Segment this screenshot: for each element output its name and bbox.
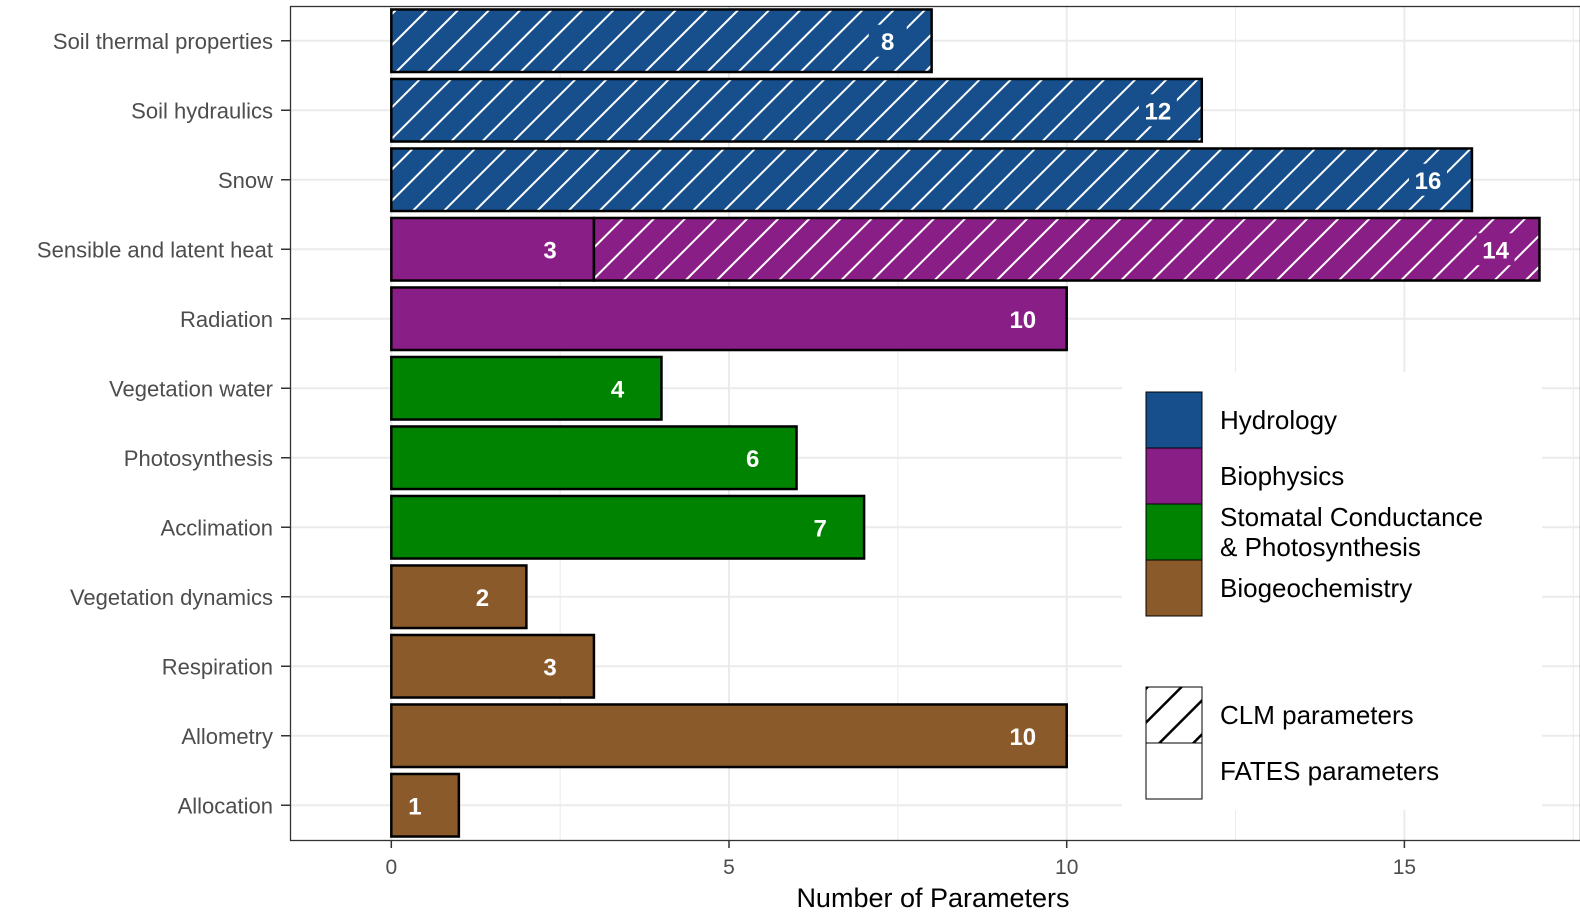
bar-value-label: 3 [543,654,556,681]
bar-hatch [391,78,1202,142]
category-label: Allocation [178,793,273,818]
category-label: Sensible and latent heat [37,237,273,262]
bar-value-label: 4 [611,376,625,403]
legend-swatch [1145,391,1203,449]
category-label: Snow [218,168,273,193]
bar-label-bg [1409,163,1448,196]
bar-outline [390,494,866,560]
category-label: Vegetation water [109,376,273,401]
bars: 8 12 16 3 14 10 4 6 7 2 3 10 1 [390,8,1541,838]
bar-outline [390,425,798,491]
bar-value-label: 14 [1482,237,1509,264]
legend-label: Biophysics [1220,461,1344,491]
legend: Hydrology Biophysics Stomatal Conductance &… [1122,372,1542,810]
bar-outline [390,8,933,74]
legend-swatch [1145,503,1203,561]
category-label: Photosynthesis [124,446,273,471]
bar-segment [391,565,527,629]
bar-segment [391,426,797,490]
bar-value-label: 1 [408,793,421,820]
bar-hatch [391,148,1472,212]
bar-value-label: 10 [1009,307,1036,334]
bar-value-label: 8 [881,29,894,56]
bar-outline [390,703,1068,769]
bar-segment [391,634,594,698]
bar-label-bg [1138,94,1177,127]
bar-label-bg [1476,233,1515,266]
bar-value-label: 3 [543,237,556,264]
bar-value-label: 12 [1145,98,1172,125]
bar-value-label: 7 [814,515,827,542]
bar-outline [390,286,1068,352]
bar-outline [390,147,1474,213]
category-label: Allometry [181,724,273,749]
x-axis: 0 5 10 15 [385,840,1416,879]
bar-outline [390,355,663,421]
bar-outline [390,772,461,838]
bar-segment [391,287,1067,351]
category-label: Respiration [162,654,273,679]
bar-outline [390,633,596,699]
bar-segment [391,704,1067,768]
legend-label: Biogeochemistry [1220,573,1412,603]
category-label: Soil hydraulics [131,98,273,123]
legend-pattern-outline [1145,742,1203,800]
bar-hatch [593,217,1540,281]
bar-hatch [391,9,932,73]
bar-segment [391,495,865,559]
legend-pattern-swatch [1146,743,1202,799]
bar-outline [390,564,528,630]
x-tick-label: 15 [1393,856,1416,879]
x-tick-label: 0 [385,856,397,879]
x-axis-title: Number of Parameters [796,883,1069,913]
bar-label-bg [868,24,907,57]
bar-value-label: 10 [1009,724,1036,751]
bar-segment [391,356,662,420]
bar-segment [391,773,459,837]
category-label: Radiation [180,307,273,332]
bar-outline [390,77,1204,143]
bar-value-label: 16 [1415,168,1442,195]
plot-panel-border [289,5,1580,842]
x-tick-label: 5 [723,856,735,879]
bar-segment [391,217,594,281]
category-label: Vegetation dynamics [70,585,273,610]
bar-outline [592,216,1541,282]
bar-value-label: 6 [746,446,759,473]
category-label: Acclimation [161,515,273,540]
legend-label: Hydrology [1220,405,1337,435]
legend-swatch [1145,559,1203,617]
legend-label: FATES parameters [1220,756,1439,786]
legend-swatch [1145,447,1203,505]
category-label: Soil thermal properties [53,29,273,54]
legend-hatch [1146,687,1202,743]
x-tick-label: 10 [1055,856,1078,879]
bar-value-label: 2 [476,585,489,612]
legend-label: CLM parameters [1220,700,1414,730]
legend-label: Stomatal Conductance & Photosynthesis [1220,502,1483,562]
y-axis: Soil thermal properties Soil hydraulics Sn… [37,29,290,818]
